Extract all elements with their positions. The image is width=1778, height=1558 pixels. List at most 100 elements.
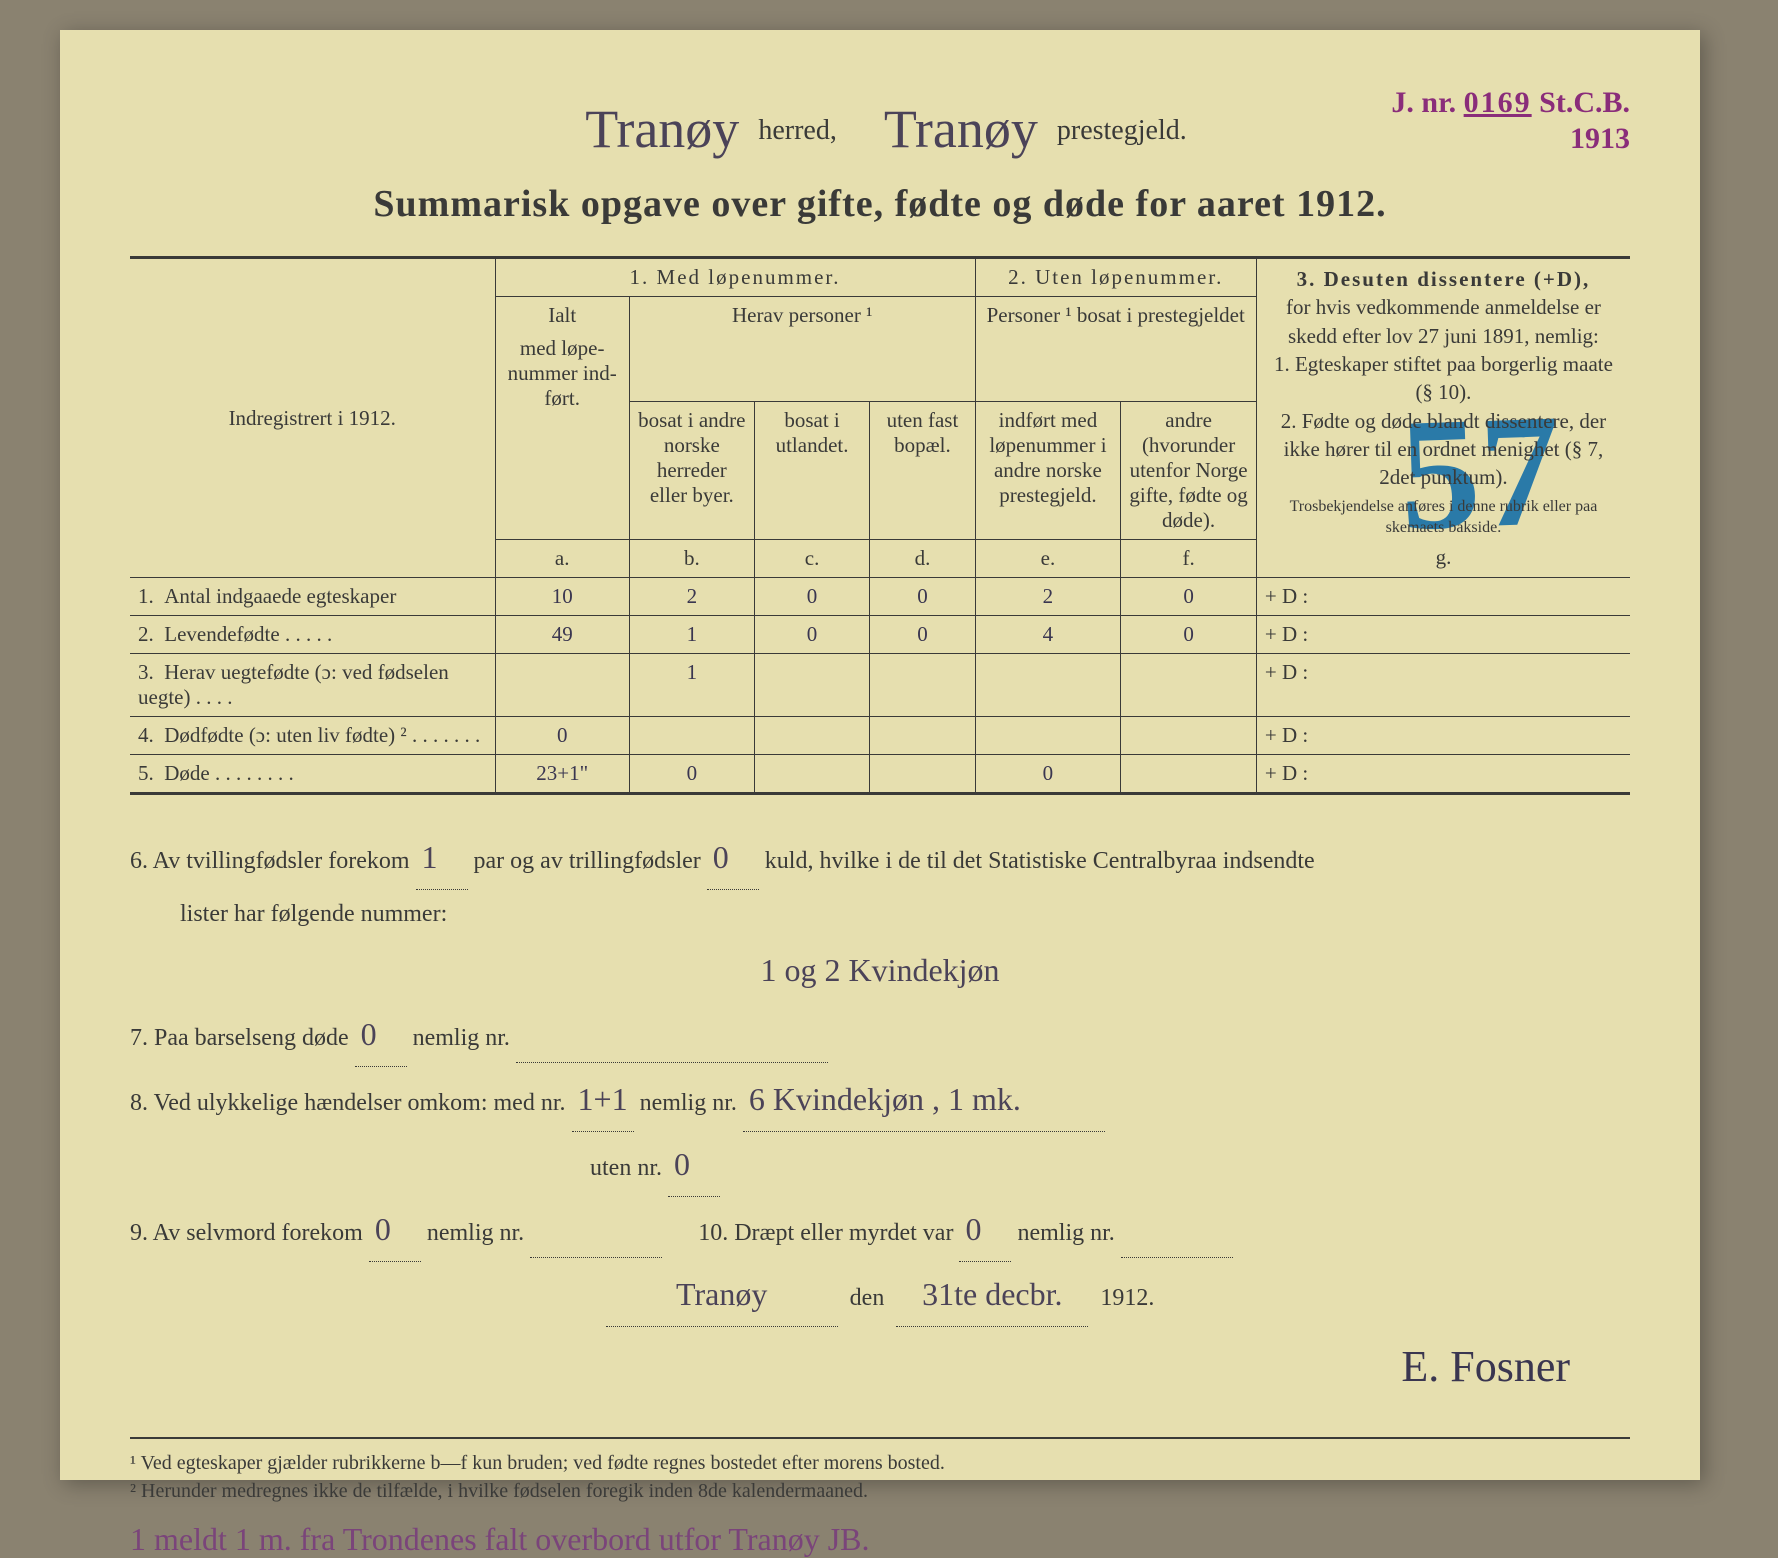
r4-g: + D : <box>1256 717 1630 755</box>
q10-v: 0 <box>959 1197 1011 1262</box>
col3-foot: Trosbekjendelse anføres i denne rubrik e… <box>1265 496 1622 539</box>
col2-title: 2. Uten løpenummer. <box>975 258 1256 297</box>
sub-c: c. <box>754 540 870 578</box>
q8-med: 1+1 <box>572 1067 634 1132</box>
date-line: Tranøy den 31te decbr. 1912. <box>130 1262 1630 1327</box>
r5-f <box>1121 755 1257 794</box>
q7-line: 7. Paa barselseng døde 0 nemlig nr. <box>130 1002 1630 1067</box>
r2-a: 49 <box>495 616 629 654</box>
table-row: 3. Herav uegtefødte (ɔ: ved fødselen ueg… <box>130 654 1630 717</box>
footnotes: ¹ Ved egteskaper gjælder rubrikkerne b—f… <box>130 1437 1630 1505</box>
q6-line1: 6. Av tvillingfødsler forekom 1 par og a… <box>130 825 1630 890</box>
q8-hw: 6 Kvindekjøn , 1 mk. <box>743 1067 1105 1132</box>
col3-g: g. <box>1265 543 1622 571</box>
r3-c <box>754 654 870 717</box>
date-hw: 31te decbr. <box>896 1262 1088 1327</box>
q9-q10-line: 9. Av selvmord forekom 0 nemlig nr. 10. … <box>130 1197 1630 1262</box>
r1-d: 0 <box>870 578 975 616</box>
r1-f: 0 <box>1121 578 1257 616</box>
stamp-suffix: St.C.B. <box>1539 86 1630 119</box>
stamp-prefix: J. nr. <box>1391 86 1456 119</box>
r4-d <box>870 717 975 755</box>
sub-f: f. <box>1121 540 1257 578</box>
registry-stamp: J. nr. 0169 St.C.B. 1913 <box>1391 85 1630 157</box>
table-row: 4. Dødfødte (ɔ: uten liv fødte) ² . . . … <box>130 717 1630 755</box>
lower-section: 6. Av tvillingfødsler forekom 1 par og a… <box>130 825 1630 1411</box>
r5-e: 0 <box>975 755 1121 794</box>
q6-hw-line: 1 og 2 Kvindekjøn <box>130 938 1630 1002</box>
row3-label: 3. Herav uegtefødte (ɔ: ved fødselen ueg… <box>130 654 495 717</box>
r1-c: 0 <box>754 578 870 616</box>
sub-e: e. <box>975 540 1121 578</box>
r5-b: 0 <box>629 755 754 794</box>
row1-label: 1. Antal indgaaede egteskaper <box>130 578 495 616</box>
col1-b: bosat i andre norske herreder eller byer… <box>629 402 754 540</box>
r4-a: 0 <box>495 717 629 755</box>
col2-e: indført med løpenummer i andre norske pr… <box>975 402 1121 540</box>
r4-c <box>754 717 870 755</box>
r1-a: 10 <box>495 578 629 616</box>
q7-v: 0 <box>355 1002 407 1067</box>
r3-f <box>1121 654 1257 717</box>
col1-ialt-text: med løpe-nummer ind-ført. <box>504 336 621 411</box>
sub-b: b. <box>629 540 754 578</box>
col2-f: andre (hvorunder utenfor Norge gifte, fø… <box>1121 402 1257 540</box>
q6-twin: 1 <box>416 825 468 890</box>
footnote2: ² Herunder medregnes ikke de tilfælde, i… <box>130 1477 1630 1505</box>
signature: E. Fosner <box>130 1323 1630 1411</box>
r3-e <box>975 654 1121 717</box>
r4-b <box>629 717 754 755</box>
col1-ialt-top: Ialt <box>504 303 621 328</box>
document-paper: J. nr. 0169 St.C.B. 1913 Tranøy herred, … <box>60 30 1700 1480</box>
q9-v: 0 <box>369 1197 421 1262</box>
r2-g: + D : <box>1256 616 1630 654</box>
col3-block: 3. Desuten dissentere (+D), for hvis ved… <box>1256 258 1630 578</box>
col-indreg: Indregistrert i 1912. <box>130 258 495 578</box>
herred-handwritten: Tranøy <box>573 98 751 160</box>
r5-c <box>754 755 870 794</box>
place-hw: Tranøy <box>606 1262 838 1327</box>
row2-label: 2. Levendefødte . . . . . <box>130 616 495 654</box>
r1-b: 2 <box>629 578 754 616</box>
col3-item1: 1. Egteskaper stiftet paa borgerlig maat… <box>1265 350 1622 407</box>
col1-d: uten fast bopæl. <box>870 402 975 540</box>
r1-e: 2 <box>975 578 1121 616</box>
col1-ialt: Ialt med løpe-nummer ind-ført. <box>495 297 629 540</box>
r5-d <box>870 755 975 794</box>
r3-b: 1 <box>629 654 754 717</box>
col3-title: 3. Desuten dissentere (+D), <box>1297 267 1591 291</box>
r2-c: 0 <box>754 616 870 654</box>
q6-hw: 1 og 2 Kvindekjøn <box>760 952 999 988</box>
sub-d: d. <box>870 540 975 578</box>
r5-a: 23+1" <box>495 755 629 794</box>
col1-title: 1. Med løpenummer. <box>495 258 975 297</box>
r3-d <box>870 654 975 717</box>
prestegjeld-label: prestegjeld. <box>1057 115 1187 146</box>
stamp-number: 0169 <box>1464 86 1532 119</box>
r4-f <box>1121 717 1257 755</box>
bottom-handwritten-note: 1 meldt 1 m. fra Trondenes falt overbord… <box>130 1521 1630 1558</box>
stamp-year: 1913 <box>1570 122 1630 155</box>
q8-line: 8. Ved ulykkelige hændelser omkom: med n… <box>130 1067 1630 1132</box>
r2-b: 1 <box>629 616 754 654</box>
table-row: 2. Levendefødte . . . . . 49 1 0 0 4 0 +… <box>130 616 1630 654</box>
r2-e: 4 <box>975 616 1121 654</box>
r5-g: + D : <box>1256 755 1630 794</box>
r3-g: + D : <box>1256 654 1630 717</box>
table-row: 1. Antal indgaaede egteskaper 10 2 0 0 2… <box>130 578 1630 616</box>
q8-uten: 0 <box>668 1132 720 1197</box>
table-row: 5. Døde . . . . . . . . 23+1" 0 0 + D : <box>130 755 1630 794</box>
document-title: Summarisk opgave over gifte, fødte og dø… <box>130 182 1630 226</box>
footnote1: ¹ Ved egteskaper gjælder rubrikkerne b—f… <box>130 1449 1630 1477</box>
r2-f: 0 <box>1121 616 1257 654</box>
col3-item2: 2. Fødte og døde blandt dissentere, der … <box>1265 407 1622 492</box>
q6-trip: 0 <box>707 825 759 890</box>
q6-line2: lister har følgende nummer: <box>130 890 1630 938</box>
q8-line2: uten nr. 0 <box>130 1132 1630 1197</box>
col1-herav: Herav personer ¹ <box>629 297 975 402</box>
row5-label: 5. Døde . . . . . . . . <box>130 755 495 794</box>
row4-label: 4. Dødfødte (ɔ: uten liv fødte) ² . . . … <box>130 717 495 755</box>
r4-e <box>975 717 1121 755</box>
sub-a: a. <box>495 540 629 578</box>
herred-label: herred, <box>758 115 837 146</box>
